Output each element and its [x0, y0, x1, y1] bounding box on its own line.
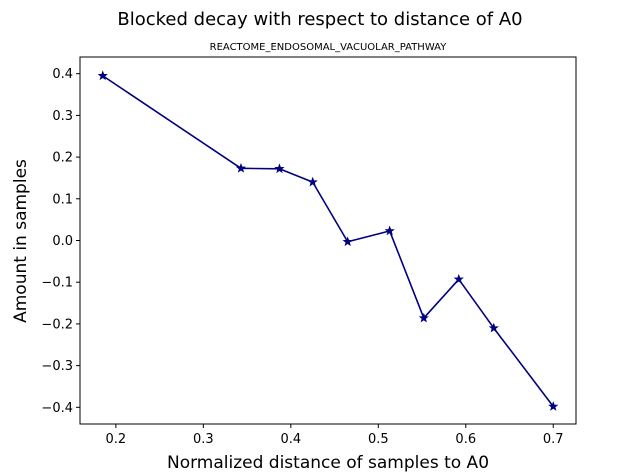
y-axis: 0.4 0.3 0.2 0.1 0.0 −0.1 −0.2 −0.3 −0.4: [41, 67, 80, 416]
x-axis: 0.2 0.3 0.4 0.5 0.6 0.7: [106, 424, 564, 447]
data-point-marker: [488, 322, 499, 333]
x-tick-label: 0.6: [455, 432, 476, 447]
y-tick-label: −0.2: [41, 317, 73, 332]
data-point-marker: [307, 176, 318, 187]
data-point-marker: [342, 236, 353, 247]
y-tick-label: 0.0: [52, 234, 73, 249]
data-point-marker: [235, 163, 247, 173]
x-tick-label: 0.5: [368, 432, 389, 447]
y-tick-label: −0.3: [41, 359, 73, 374]
y-tick-label: 0.3: [52, 109, 73, 124]
data-point-marker: [418, 312, 429, 323]
y-tick-label: −0.4: [41, 401, 73, 416]
x-axis-label: Normalized distance of samples to A0: [167, 453, 489, 473]
plot-area: [79, 56, 577, 425]
series-layer: [97, 70, 559, 411]
series-line: [102, 75, 554, 407]
y-axis-label: Amount in samples: [11, 159, 31, 323]
chart-title: REACTOME_ENDOSOMAL_VACUOLAR_PATHWAY: [210, 42, 448, 53]
y-tick-label: −0.1: [41, 276, 73, 291]
data-point-marker: [97, 70, 108, 81]
y-tick-label: 0.1: [52, 192, 73, 207]
x-tick-label: 0.3: [193, 432, 214, 447]
data-point-marker: [548, 401, 559, 411]
y-tick-label: 0.4: [52, 67, 73, 82]
chart-suptitle: Blocked decay with respect to distance o…: [117, 9, 522, 30]
data-point-marker: [453, 273, 464, 284]
x-tick-label: 0.4: [280, 432, 301, 447]
y-tick-label: 0.2: [52, 151, 73, 166]
data-point-marker: [384, 225, 395, 236]
x-tick-label: 0.2: [106, 432, 127, 447]
x-tick-label: 0.7: [543, 432, 564, 447]
data-point-marker: [274, 163, 285, 174]
